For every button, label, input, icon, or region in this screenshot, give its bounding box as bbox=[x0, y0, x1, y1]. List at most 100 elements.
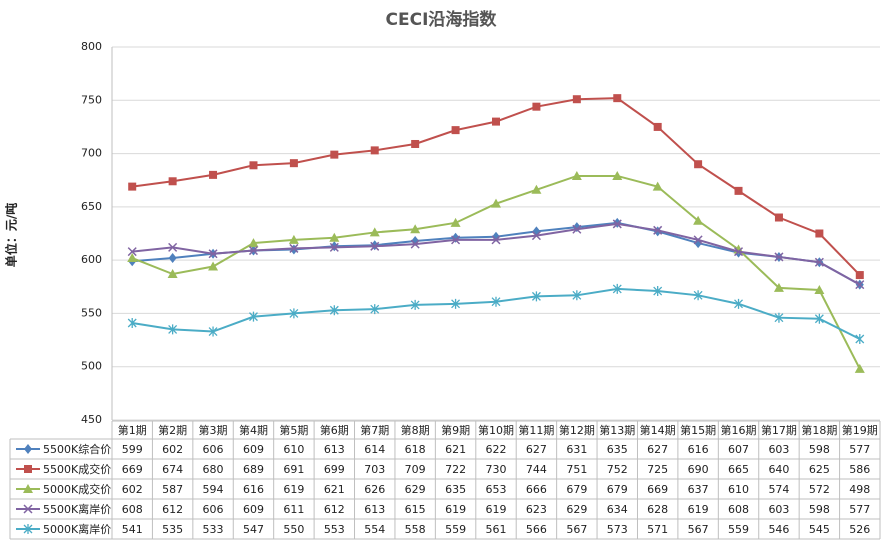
x-tick-label: 第5期 bbox=[279, 423, 308, 437]
table-value: 625 bbox=[809, 463, 830, 476]
table-value: 691 bbox=[283, 463, 304, 476]
table-value: 599 bbox=[122, 443, 143, 456]
point bbox=[330, 150, 339, 159]
table-value: 627 bbox=[526, 443, 547, 456]
table-value: 635 bbox=[607, 443, 628, 456]
table-value: 725 bbox=[647, 463, 668, 476]
legend-label: 5000K成交价 bbox=[43, 482, 111, 496]
table-value: 669 bbox=[122, 463, 143, 476]
table-value: 606 bbox=[203, 443, 224, 456]
table-value: 752 bbox=[607, 463, 628, 476]
table-value: 559 bbox=[445, 523, 466, 536]
table-value: 546 bbox=[768, 523, 789, 536]
table-value: 623 bbox=[526, 503, 547, 516]
table-value: 558 bbox=[405, 523, 426, 536]
x-tick-label: 第13期 bbox=[599, 423, 635, 437]
table-value: 608 bbox=[728, 503, 749, 516]
table-value: 613 bbox=[324, 443, 345, 456]
point bbox=[653, 286, 663, 297]
table-value: 603 bbox=[768, 443, 789, 456]
point bbox=[612, 170, 623, 180]
point bbox=[855, 280, 865, 290]
table-value: 634 bbox=[607, 503, 628, 516]
table-value: 629 bbox=[405, 483, 426, 496]
x-tick-label: 第17期 bbox=[761, 423, 797, 437]
point bbox=[652, 181, 663, 191]
x-tick-label: 第3期 bbox=[199, 423, 228, 437]
legend-label: 5500K综合价 bbox=[43, 442, 111, 456]
table-value: 690 bbox=[688, 463, 709, 476]
point bbox=[248, 238, 259, 248]
table-value: 640 bbox=[768, 463, 789, 476]
table-value: 606 bbox=[203, 503, 224, 516]
point bbox=[451, 298, 461, 309]
table-value: 594 bbox=[203, 483, 224, 496]
table-value: 567 bbox=[688, 523, 709, 536]
table-value: 572 bbox=[809, 483, 830, 496]
point bbox=[24, 444, 32, 454]
table-value: 619 bbox=[283, 483, 304, 496]
point bbox=[451, 126, 460, 135]
point bbox=[814, 313, 824, 324]
table-value: 611 bbox=[283, 503, 304, 516]
point bbox=[329, 305, 339, 316]
table-value: 566 bbox=[526, 523, 547, 536]
y-tick-label: 450 bbox=[81, 413, 102, 426]
table-value: 703 bbox=[364, 463, 385, 476]
point bbox=[208, 249, 218, 259]
table-value: 709 bbox=[405, 463, 426, 476]
point bbox=[612, 283, 622, 294]
table-value: 615 bbox=[405, 503, 426, 516]
point bbox=[249, 311, 258, 322]
table-value: 573 bbox=[607, 523, 628, 536]
point bbox=[612, 219, 622, 229]
point bbox=[208, 261, 219, 271]
point bbox=[411, 139, 420, 148]
y-tick-label: 650 bbox=[81, 200, 102, 213]
table-value: 744 bbox=[526, 463, 547, 476]
point bbox=[531, 231, 541, 241]
point bbox=[127, 318, 137, 329]
table-value: 627 bbox=[647, 443, 668, 456]
table-value: 559 bbox=[728, 523, 749, 536]
table-value: 653 bbox=[486, 483, 507, 496]
point bbox=[814, 284, 825, 294]
x-tick-label: 第16期 bbox=[721, 423, 757, 437]
table-value: 616 bbox=[243, 483, 264, 496]
point bbox=[167, 268, 178, 278]
point bbox=[653, 122, 662, 131]
table-value: 669 bbox=[647, 483, 668, 496]
x-tick-label: 第4期 bbox=[239, 423, 268, 437]
table-value: 629 bbox=[566, 503, 587, 516]
point bbox=[329, 242, 339, 252]
point bbox=[854, 363, 865, 373]
point bbox=[693, 215, 704, 225]
table-value: 619 bbox=[688, 503, 709, 516]
table-value: 567 bbox=[566, 523, 587, 536]
table-value: 622 bbox=[486, 443, 507, 456]
table-value: 603 bbox=[768, 503, 789, 516]
y-tick-label: 550 bbox=[81, 306, 102, 319]
table-value: 618 bbox=[405, 443, 426, 456]
table-value: 613 bbox=[364, 503, 385, 516]
point bbox=[208, 326, 218, 337]
point bbox=[410, 239, 420, 249]
table-value: 547 bbox=[243, 523, 264, 536]
table-value: 609 bbox=[243, 503, 264, 516]
point bbox=[329, 232, 340, 242]
legend-label: 5500K离岸价 bbox=[43, 502, 111, 516]
point bbox=[24, 465, 32, 473]
table-value: 602 bbox=[162, 443, 183, 456]
y-tick-label: 500 bbox=[81, 360, 102, 373]
point bbox=[289, 308, 299, 319]
table-value: 674 bbox=[162, 463, 183, 476]
table-value: 680 bbox=[203, 463, 224, 476]
point bbox=[734, 186, 743, 195]
table-value: 598 bbox=[809, 503, 830, 516]
point bbox=[491, 235, 501, 245]
point bbox=[23, 504, 33, 514]
y-tick-label: 750 bbox=[81, 93, 102, 106]
table-value: 751 bbox=[566, 463, 587, 476]
point bbox=[23, 484, 33, 493]
table-value: 533 bbox=[203, 523, 224, 536]
